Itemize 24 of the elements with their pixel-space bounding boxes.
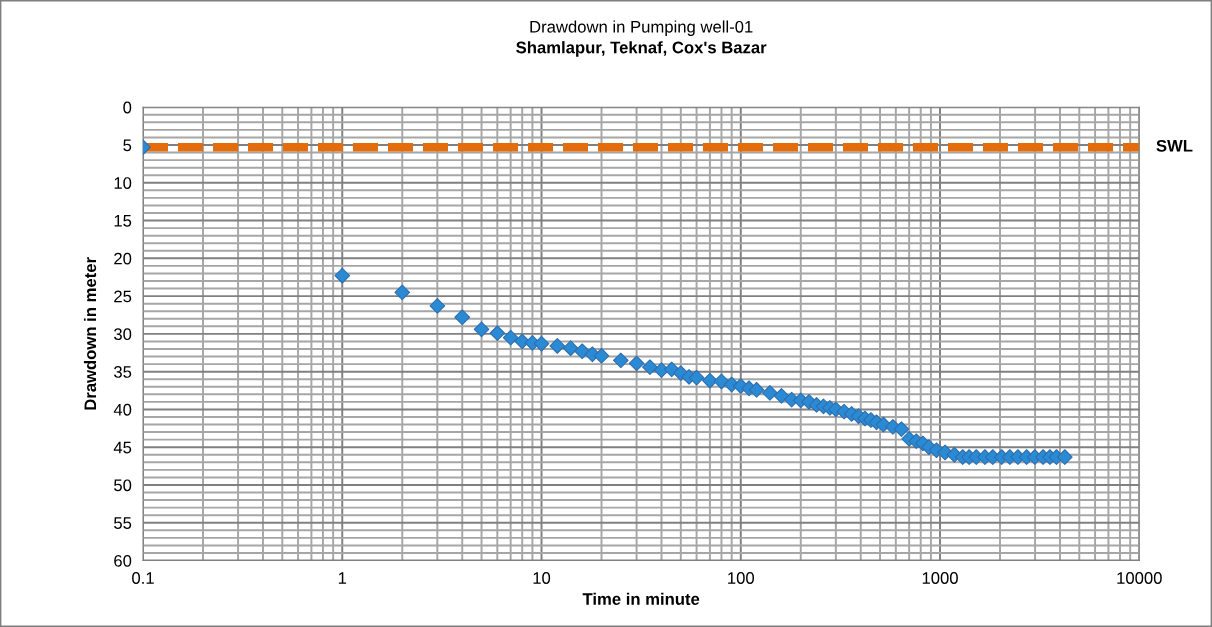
y-tick-label: 30 [114, 328, 132, 341]
ref-line-label: SWL [1156, 139, 1193, 152]
x-tick-label: 10000 [1117, 572, 1162, 584]
y-tick-label: 50 [114, 479, 132, 492]
chart-subtitle: Shamlapur, Teknaf, Cox's Bazar [516, 41, 767, 57]
y-tick-label: 5 [123, 139, 132, 152]
y-tick-label: 60 [114, 554, 132, 567]
x-tick-label: 0.1 [132, 572, 154, 584]
y-tick-label: 20 [114, 252, 132, 265]
y-tick-label: 35 [114, 366, 132, 378]
y-tick-label: 45 [113, 441, 132, 454]
x-tick-label: 1 [338, 572, 347, 584]
x-axis-title: Time in minute [582, 592, 700, 605]
y-tick-label: 15 [114, 215, 132, 227]
x-tick-label: 100 [728, 572, 755, 584]
x-tick-label: 10 [533, 572, 551, 584]
chart-title: Drawdown in Pumping well-01 [530, 20, 753, 36]
y-tick-label: 0 [123, 101, 132, 114]
x-tick-label: 1000 [922, 572, 958, 584]
y-tick-label: 25 [114, 290, 132, 303]
y-tick-label: 10 [114, 177, 132, 189]
y-tick-label: 40 [113, 403, 132, 416]
y-tick-label: 55 [114, 517, 132, 529]
y-axis-title: Drawdown in meter [83, 257, 97, 410]
